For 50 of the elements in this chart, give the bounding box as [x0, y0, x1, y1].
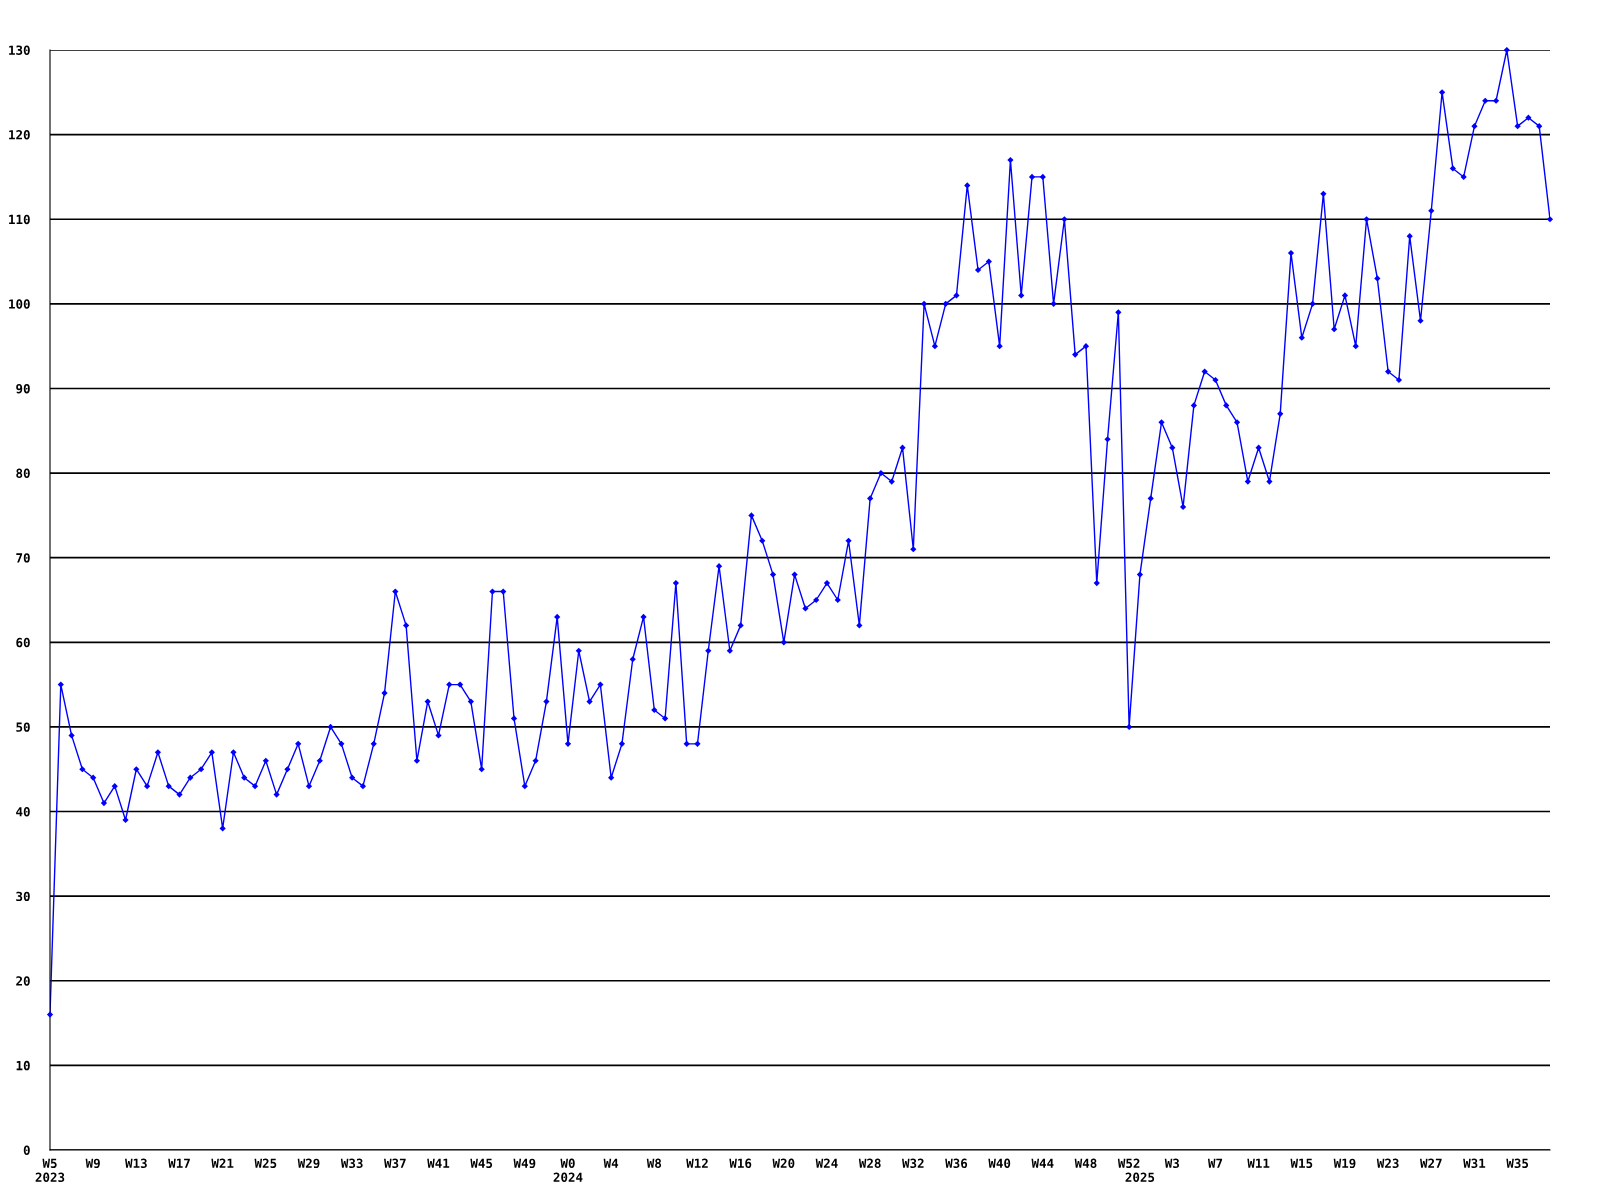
x-tick-label: W36: [945, 1158, 968, 1169]
x-tick-label: W41: [427, 1158, 450, 1168]
x-tick-label: W52: [1117, 1158, 1140, 1169]
y-tick-label: 110: [9, 214, 30, 225]
x-tick-label: W8: [646, 1158, 662, 1169]
y-tick-label: 80: [16, 468, 30, 478]
x-tick-label: W20: [772, 1158, 795, 1169]
x-tick-label: W3: [1164, 1158, 1180, 1169]
y-tick-label: 30: [16, 891, 30, 902]
x-tick-label: W5 2023: [35, 1158, 65, 1183]
x-tick-label: W12: [686, 1158, 708, 1168]
x-tick-label: W4: [603, 1158, 619, 1168]
x-tick-label: W13: [125, 1158, 147, 1169]
y-tick-label: 20: [16, 976, 30, 986]
y-tick-label: 10: [16, 1060, 30, 1071]
y-tick-label: 90: [16, 383, 30, 394]
x-tick-label: W27: [1420, 1158, 1442, 1168]
y-tick-label: 130: [9, 45, 30, 55]
y-tick-label: 0: [23, 1145, 30, 1155]
x-tick-label: W19: [1333, 1158, 1356, 1169]
x-tick-label: 2025: [1125, 1172, 1155, 1183]
x-tick-label: W7: [1207, 1158, 1223, 1168]
y-tick-label: 120: [9, 130, 30, 140]
y-tick-label: 100: [9, 299, 30, 309]
x-tick-label: W32: [902, 1158, 924, 1169]
x-tick-label: W37: [384, 1158, 406, 1169]
x-tick-label: W29: [297, 1158, 320, 1169]
x-tick-label: W25: [254, 1158, 277, 1169]
x-tick-label: W11: [1247, 1158, 1270, 1168]
x-tick-label: W0 2024: [553, 1158, 583, 1183]
x-tick-label: W40: [988, 1158, 1011, 1169]
y-tick-label: 60: [16, 637, 30, 648]
x-tick-label: W49: [513, 1158, 536, 1169]
y-tick-label: 70: [16, 553, 30, 563]
y-tick-label: 40: [16, 807, 30, 817]
x-tick-label: W21: [211, 1158, 234, 1168]
x-tick-label: W31: [1463, 1158, 1486, 1169]
y-tick-label: 50: [16, 722, 30, 732]
x-tick-label: W35: [1506, 1158, 1529, 1169]
x-tick-label: W24: [815, 1158, 838, 1168]
x-tick-label: W28: [858, 1158, 881, 1169]
x-tick-label: W33: [340, 1158, 363, 1169]
x-tick-label: W17: [168, 1158, 190, 1168]
x-tick-label: W48: [1074, 1158, 1097, 1169]
x-tick-label: W45: [470, 1158, 493, 1169]
x-tick-label: W23: [1376, 1158, 1399, 1169]
x-tick-label: W16: [729, 1158, 752, 1169]
x-tick-label: W44: [1031, 1158, 1054, 1168]
x-tick-label: W9: [85, 1158, 100, 1169]
x-tick-label: W15: [1290, 1158, 1313, 1169]
